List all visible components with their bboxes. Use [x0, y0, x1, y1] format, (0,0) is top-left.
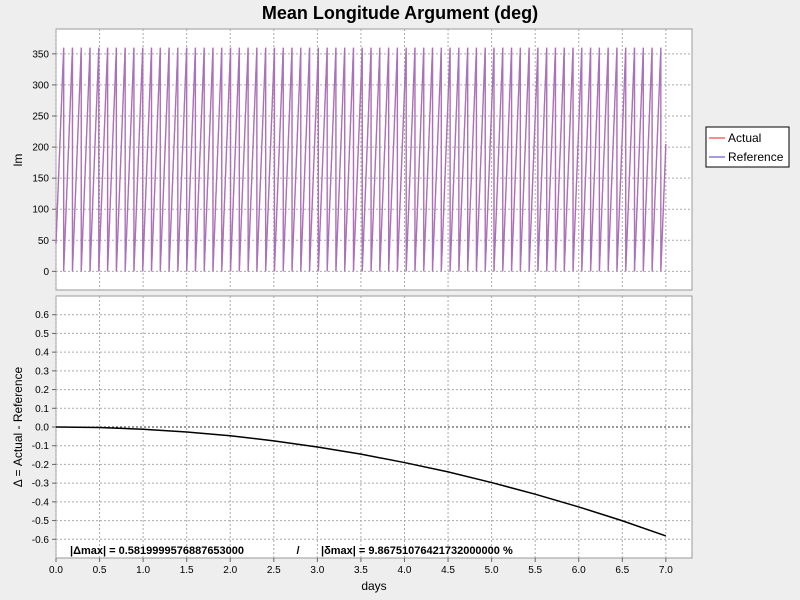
x-ticks: 0.0 0.5 1.0 1.5 2.0 2.5 3.0 3.5 4.0 4.5 5.0 5.5 6.0 6… — [49, 558, 673, 576]
legend-box — [705, 126, 790, 168]
top-y-ticks: 0 50 100 150 200 250 300 350 — [32, 49, 56, 278]
x-axis-label: days — [361, 579, 386, 593]
bottom-y-tick-label: -0.1 — [32, 441, 50, 452]
top-y-tick-label: 300 — [32, 80, 49, 91]
bottom-y-tick-label: -0.5 — [32, 516, 50, 527]
annotation-delta-max: |Δmax| = 0.5819999576887653000 — [70, 545, 244, 557]
chart-title: Mean Longitude Argument (deg) — [262, 3, 538, 23]
top-y-tick-label: 50 — [38, 236, 50, 247]
x-tick-label: 6.0 — [572, 565, 586, 576]
bottom-y-tick-label: 0.3 — [35, 366, 49, 377]
x-tick-label: 3.0 — [310, 565, 324, 576]
top-y-tick-label: 250 — [32, 112, 49, 123]
x-tick-label: 1.0 — [136, 565, 150, 576]
legend-label-actual: Actual — [728, 131, 761, 145]
x-tick-label: 4.5 — [441, 565, 455, 576]
top-y-tick-label: 100 — [32, 205, 49, 216]
x-tick-label: 2.0 — [223, 565, 237, 576]
series-line-delta — [55, 426, 667, 537]
legend-label-reference: Reference — [728, 150, 784, 164]
annotation-rel-max: |δmax| = 9.86751076421732000000 % — [321, 545, 513, 557]
x-tick-label: 3.5 — [354, 565, 368, 576]
bottom-y-tick-label: 0.1 — [35, 404, 49, 415]
x-tick-label: 6.5 — [615, 565, 629, 576]
x-tick-label: 4.0 — [398, 565, 412, 576]
bottom-series — [55, 426, 667, 537]
bottom-y-axis-label: Δ = Actual - Reference — [11, 366, 25, 487]
x-tick-label: 0.5 — [93, 565, 107, 576]
series-line-reference — [55, 47, 667, 272]
x-tick-label: 5.0 — [485, 565, 499, 576]
x-tick-label: 0.0 — [49, 565, 63, 576]
top-y-axis-label: lm — [11, 154, 25, 167]
bottom-y-tick-label: 0.5 — [35, 329, 49, 340]
top-series — [55, 47, 667, 272]
x-tick-label: 7.0 — [659, 565, 673, 576]
x-tick-label: 1.5 — [180, 565, 194, 576]
top-y-tick-label: 150 — [32, 174, 49, 185]
bottom-y-ticks: -0.6 -0.5 -0.4 -0.3 -0.2 -0.1 0.0 0.1 0.2 0.3 0.4 0… — [32, 310, 56, 546]
bottom-y-tick-label: -0.2 — [32, 460, 50, 471]
bottom-y-tick-label: 0.2 — [35, 385, 49, 396]
top-y-tick-label: 0 — [43, 267, 49, 278]
bottom-y-tick-label: 0.4 — [35, 348, 49, 359]
top-y-tick-label: 350 — [32, 49, 49, 60]
bottom-y-tick-label: -0.6 — [32, 535, 50, 546]
top-y-tick-label: 200 — [32, 143, 49, 154]
x-tick-label: 5.5 — [528, 565, 542, 576]
annotation-separator: / — [296, 545, 299, 557]
bottom-y-tick-label: -0.4 — [32, 497, 50, 508]
bottom-y-tick-label: 0.6 — [35, 310, 49, 321]
legend: Actual Reference — [705, 126, 790, 168]
x-tick-label: 2.5 — [267, 565, 281, 576]
bottom-y-tick-label: -0.3 — [32, 479, 50, 490]
bottom-y-tick-label: 0.0 — [35, 423, 49, 434]
